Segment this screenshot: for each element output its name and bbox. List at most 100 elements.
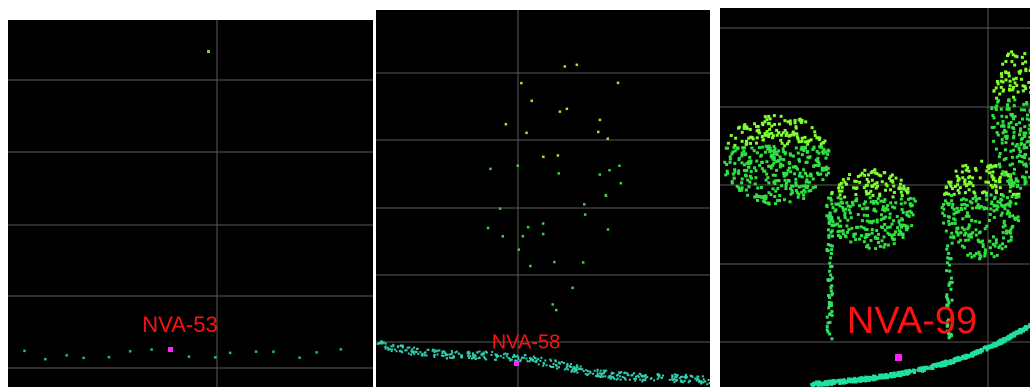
point (932, 363, 935, 366)
point (975, 206, 978, 209)
point (829, 265, 832, 268)
point-cloud-panel: NVA-99 (720, 8, 1030, 387)
point (795, 184, 798, 187)
point (868, 221, 871, 224)
point (537, 358, 539, 360)
point (962, 197, 965, 200)
point (617, 82, 620, 85)
point (965, 215, 968, 218)
point (893, 191, 896, 194)
point (901, 194, 904, 197)
point (768, 165, 771, 168)
point (392, 345, 394, 347)
point (1012, 193, 1015, 196)
point (766, 145, 769, 148)
point (765, 118, 768, 121)
point (799, 172, 802, 175)
point (188, 355, 191, 358)
point (887, 244, 890, 247)
point (967, 170, 970, 173)
point (849, 205, 852, 208)
point (500, 355, 502, 357)
point (540, 357, 542, 359)
point (539, 360, 541, 362)
point (922, 368, 925, 371)
point (971, 351, 974, 354)
point (441, 355, 443, 357)
point (858, 181, 861, 184)
point (397, 345, 399, 347)
point (821, 383, 824, 386)
point (901, 218, 904, 221)
point (958, 191, 961, 194)
point (490, 354, 492, 356)
point (889, 226, 892, 229)
point (801, 153, 804, 156)
point (797, 138, 800, 141)
point (834, 380, 837, 383)
point (639, 379, 641, 381)
point (517, 358, 519, 360)
point (553, 261, 556, 264)
point (837, 216, 840, 219)
point (830, 381, 833, 384)
point (1016, 156, 1019, 159)
point (413, 347, 415, 349)
point (546, 364, 548, 366)
point (582, 261, 585, 264)
point (892, 185, 895, 188)
point (1005, 137, 1008, 140)
point (589, 371, 591, 373)
point (883, 171, 886, 174)
point (1021, 56, 1024, 59)
point (571, 369, 573, 371)
point (995, 238, 998, 241)
point (756, 199, 759, 202)
point (814, 134, 817, 137)
point (823, 140, 826, 143)
point (525, 132, 528, 135)
point (998, 165, 1001, 168)
point (897, 221, 900, 224)
point (798, 158, 801, 161)
point (733, 171, 736, 174)
point (1011, 156, 1014, 159)
point (849, 211, 852, 214)
point (522, 235, 525, 238)
point (847, 228, 850, 231)
point (1020, 108, 1023, 111)
point (828, 234, 831, 237)
point (744, 174, 747, 177)
point (950, 277, 953, 280)
point (556, 365, 558, 367)
point (1008, 230, 1011, 233)
point (983, 254, 986, 257)
point (829, 197, 832, 200)
point (963, 228, 966, 231)
station-label: NVA-99 (847, 300, 977, 342)
point (827, 306, 830, 309)
point (566, 108, 569, 111)
point (1007, 240, 1010, 243)
point (998, 339, 1001, 342)
point (573, 371, 575, 373)
point (906, 191, 909, 194)
point (986, 347, 989, 350)
point (879, 245, 882, 248)
point (607, 137, 610, 140)
point (399, 350, 401, 352)
point (790, 184, 793, 187)
point (847, 377, 850, 380)
point (1021, 62, 1024, 65)
point (789, 170, 792, 173)
point (433, 354, 435, 356)
point (988, 240, 991, 243)
point (635, 378, 637, 380)
point (1001, 247, 1004, 250)
point (1002, 225, 1005, 228)
point (1023, 153, 1026, 156)
point (583, 370, 585, 372)
point (881, 226, 884, 229)
point (658, 376, 660, 378)
point (1019, 187, 1022, 190)
